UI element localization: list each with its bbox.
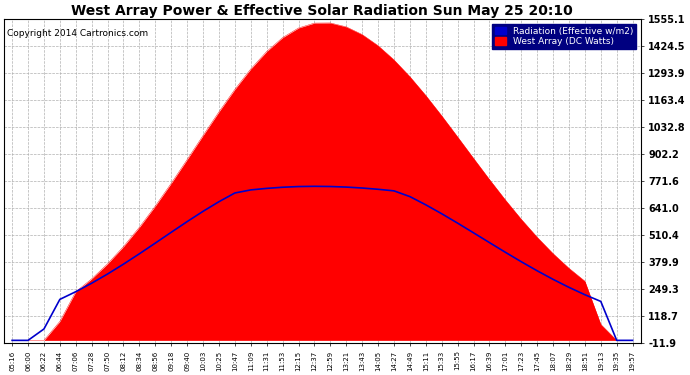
Legend: Radiation (Effective w/m2), West Array (DC Watts): Radiation (Effective w/m2), West Array (… [492,24,636,49]
Title: West Array Power & Effective Solar Radiation Sun May 25 20:10: West Array Power & Effective Solar Radia… [72,4,573,18]
Text: Copyright 2014 Cartronics.com: Copyright 2014 Cartronics.com [8,29,148,38]
